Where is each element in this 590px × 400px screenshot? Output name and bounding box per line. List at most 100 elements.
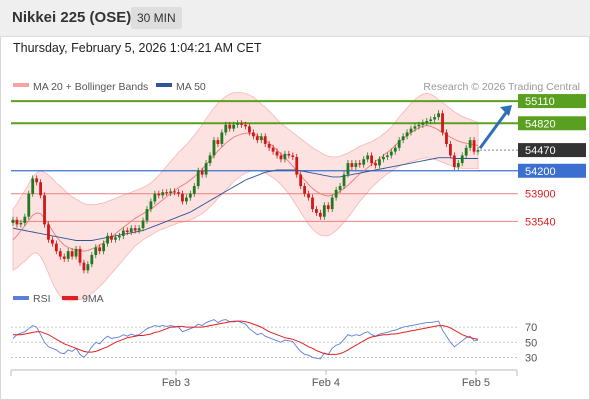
price-tag-label-54820: 54820: [525, 118, 556, 130]
candle-body: [433, 117, 437, 120]
candle-body: [279, 155, 283, 160]
candle-body: [232, 124, 236, 129]
candle-body: [86, 264, 90, 271]
candle-body: [374, 163, 377, 166]
candle-body: [125, 230, 129, 233]
x-axis-label: Feb 3: [162, 377, 190, 389]
candle-body: [94, 247, 98, 256]
candle-body: [173, 191, 176, 193]
candle-body: [129, 228, 133, 233]
candle-body: [315, 209, 318, 213]
candle-body: [181, 193, 184, 202]
candle-body: [460, 155, 464, 164]
candle-body: [110, 235, 113, 240]
candle-body: [366, 155, 370, 160]
candle-body: [188, 193, 192, 198]
candle-body: [350, 163, 354, 167]
ma50-legend-label: MA 50: [176, 81, 206, 93]
candle-body: [106, 235, 109, 244]
candle-body: [153, 193, 157, 202]
candle-body: [66, 251, 70, 259]
rsi-line: [12, 319, 479, 360]
candle-body: [236, 123, 240, 125]
candle-body: [263, 136, 267, 144]
candle-body: [228, 124, 232, 129]
rsi-level-label-30: 30: [525, 352, 537, 364]
candle-body: [141, 220, 145, 229]
candle-body: [35, 178, 39, 183]
candle-body: [11, 219, 15, 223]
candle-body: [330, 197, 334, 210]
candle-body: [133, 228, 137, 231]
candle-body: [137, 228, 141, 231]
price-tag-label-54200: 54200: [525, 166, 556, 178]
x-axis-label: Feb 4: [312, 377, 340, 389]
price-tag-label-53540: 53540: [525, 216, 556, 228]
price-tag-label-55110: 55110: [525, 96, 555, 108]
candlesticks: [11, 110, 480, 274]
candle-body: [468, 140, 472, 148]
candle-body: [291, 155, 295, 157]
candle-body: [441, 113, 444, 133]
candle-body: [429, 119, 433, 121]
bollinger-band: [12, 92, 479, 302]
price-tag-55110: [518, 94, 586, 109]
candle-body: [322, 205, 326, 217]
rsi-level-label-70: 70: [525, 322, 537, 334]
price-tag-54820: [518, 116, 586, 131]
rsi-pane: 70 50 30: [11, 319, 537, 364]
candle-body: [240, 123, 243, 125]
candle-body: [299, 174, 303, 187]
price-levels: [11, 100, 518, 222]
ma50-legend-swatch: [156, 83, 172, 87]
candle-body: [251, 132, 255, 137]
candle-body: [27, 193, 31, 217]
rsi-legend-label: RSI: [33, 293, 51, 305]
forecast-arrow: [478, 105, 512, 149]
candle-body: [204, 163, 208, 175]
candle-body: [15, 219, 19, 225]
timestamp: Thursday, February 5, 2026 1:04:21 AM CE…: [13, 41, 262, 55]
candle-body: [149, 201, 153, 210]
candle-body: [169, 191, 173, 193]
bb-legend-label: MA 20 + Bollinger Bands: [33, 81, 148, 93]
candle-body: [74, 248, 78, 257]
candle-body: [259, 136, 263, 141]
candle-body: [90, 255, 94, 265]
candle-body: [47, 224, 50, 240]
candle-body: [51, 239, 54, 244]
candle-body: [165, 192, 169, 194]
candle-body: [382, 156, 385, 160]
candle-body: [117, 235, 121, 238]
candle-body: [78, 248, 82, 263]
x-axis-labels: Feb 3 Feb 4 Feb 5: [162, 370, 490, 389]
candle-body: [370, 155, 374, 164]
candle-body: [248, 126, 251, 133]
candle-body: [346, 163, 350, 175]
candle-body: [334, 189, 338, 198]
candle-body: [121, 230, 125, 236]
candle-body: [244, 124, 247, 127]
candle-body: [417, 124, 421, 127]
ma50-line: [12, 157, 478, 241]
x-axis-label: Feb 5: [462, 377, 490, 389]
candle-body: [271, 147, 275, 152]
candle-body: [318, 212, 322, 217]
candle-body: [39, 182, 42, 196]
candle-body: [385, 155, 389, 157]
candle-body: [378, 159, 381, 166]
timeframe-badge[interactable]: 30 MIN: [131, 7, 182, 29]
instrument-title: Nikkei 225 (OSE): [12, 9, 132, 26]
credit-text: Research © 2026 Trading Central: [423, 81, 580, 93]
candle-body: [342, 174, 346, 187]
bollinger-fill: [12, 92, 479, 302]
candle-body: [472, 140, 476, 152]
rsi-level-label-50: 50: [525, 337, 537, 349]
rsi-legend-swatch: [13, 296, 29, 300]
candle-body: [200, 170, 204, 175]
candle-body: [267, 143, 271, 148]
candle-body: [283, 153, 287, 160]
candle-body: [425, 120, 429, 123]
candle-body: [338, 186, 342, 190]
candle-body: [212, 140, 216, 156]
